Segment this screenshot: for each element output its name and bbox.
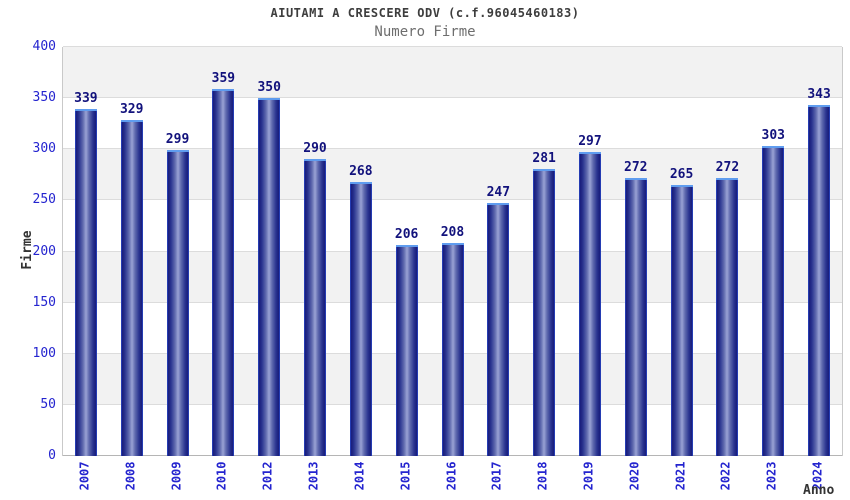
y-tick-label: 250 [32,192,56,208]
y-tick-label: 150 [32,294,56,310]
x-tick-label: 2014 [352,461,367,491]
y-axis-tick-labels: 0 50 100 150 200 250 300 350 400 [0,40,56,463]
x-tick-label: 2013 [306,461,321,491]
bar-value-label: 272 [715,159,740,175]
bar-2024 [808,105,831,456]
plot-band [63,47,842,99]
x-tick-label: 2010 [214,461,229,491]
y-tick-label: 50 [40,396,56,412]
bar-2019 [578,152,601,456]
bar-2012 [258,98,281,456]
bar-value-label: 268 [349,163,373,179]
bar-value-label: 350 [257,80,281,96]
y-tick-label: 350 [32,90,56,106]
bar-2022 [716,177,739,456]
y-tick-label: 0 [48,448,56,463]
bar-2017 [487,203,510,456]
x-tick-label: 2012 [260,461,275,491]
x-tick-label: 2022 [718,461,733,491]
bar-value-label: 265 [669,167,694,183]
bar-2010 [212,88,235,456]
bar-2007 [74,109,97,456]
bar-value-label: 290 [303,141,327,157]
bar-value-label: 297 [578,134,602,150]
bar-value-label: 339 [74,91,98,107]
bar-2014 [349,181,372,456]
plot-area: 339 329 299 359 350 290 268 206 208 247 281 297 272 2… [62,46,843,456]
x-tick-label: 2008 [123,461,138,491]
bar-value-label: 299 [165,132,190,148]
y-tick-label: 300 [32,141,56,157]
plot-band [63,149,842,201]
x-axis-title: Anno [803,483,835,498]
gridline-y-250 [63,199,842,201]
y-tick-label: 400 [32,39,56,54]
bar-2009 [166,150,189,456]
y-tick-label: 200 [32,243,56,259]
x-tick-label: 2019 [581,461,596,491]
bar-value-label: 272 [624,159,648,175]
bar-2020 [624,177,647,456]
x-tick-label: 2007 [77,461,92,491]
bar-value-label: 206 [394,227,419,243]
x-tick-label: 2021 [673,461,688,491]
bar-value-label: 281 [532,150,556,166]
y-tick-label: 100 [32,345,56,361]
bar-value-label: 247 [486,185,511,201]
bar-2008 [120,119,143,456]
bar-value-label: 329 [119,101,144,117]
y-axis-title: Firme [20,230,35,270]
bar-value-label: 303 [761,128,785,144]
x-tick-label: 2018 [535,461,550,491]
bar-2023 [762,146,785,456]
x-tick-label: 2017 [489,461,504,491]
x-tick-label: 2015 [398,461,413,491]
x-tick-label: 2020 [627,461,642,491]
bar-2021 [670,185,693,456]
bar-value-label: 343 [807,87,831,103]
gridline-y-300 [63,148,842,150]
bar-2016 [441,243,464,456]
bar-2013 [304,159,327,456]
x-tick-label: 2016 [444,461,458,491]
bar-value-label: 208 [440,225,465,241]
x-tick-label: 2009 [169,461,184,491]
gridline-y-350 [63,97,842,99]
x-tick-label: 2023 [764,461,779,491]
gridline-y-400 [63,46,842,47]
bar-2015 [395,245,418,456]
x-axis-tick-labels: 2007 2008 2009 2010 2012 2013 2014 2015 2016 2017… [62,456,841,500]
chart-title: AIUTAMI A CRESCERE ODV (c.f.96045460183) [270,6,580,20]
bar-value-label: 359 [211,70,236,86]
bar-2018 [533,168,556,456]
chart-subtitle: Numero Firme [374,24,476,40]
